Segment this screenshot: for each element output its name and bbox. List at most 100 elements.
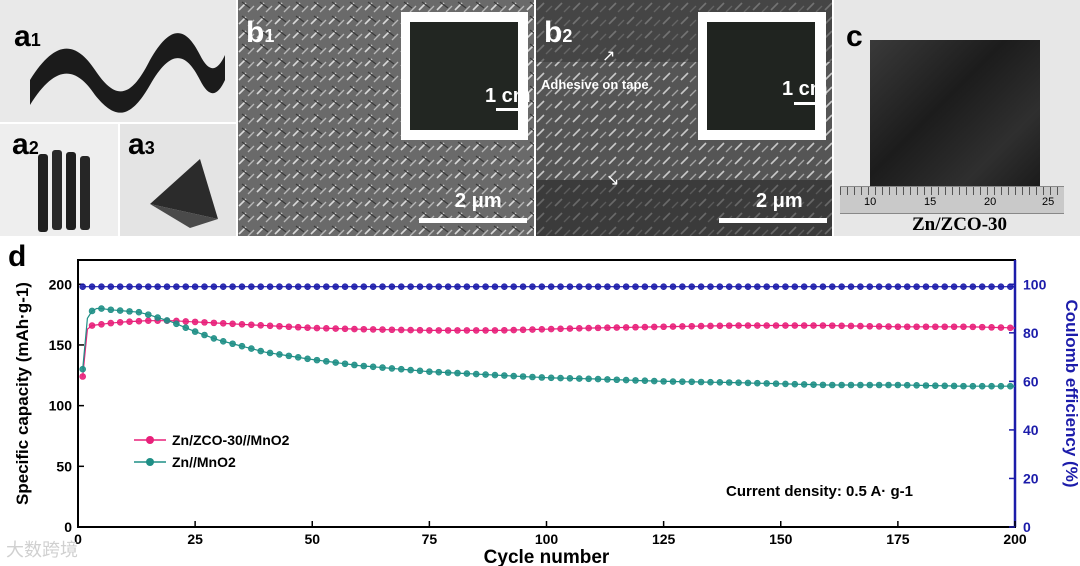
data-point — [426, 327, 433, 334]
data-point — [210, 335, 218, 342]
data-point — [98, 321, 105, 328]
data-point — [613, 283, 621, 291]
data-point — [594, 283, 602, 291]
data-point — [463, 327, 471, 334]
data-point — [641, 323, 649, 331]
data-point — [716, 379, 724, 386]
data-point — [257, 283, 265, 291]
data-point — [660, 378, 667, 385]
data-point — [369, 283, 377, 291]
data-point — [679, 323, 686, 330]
y-axis-title: Specific capacity (mAh·g-1) — [13, 282, 32, 505]
data-point — [98, 305, 105, 312]
data-point — [622, 376, 630, 384]
data-point — [922, 283, 930, 291]
data-point — [810, 322, 817, 329]
adhesive-annotation: Adhesive on tape — [541, 77, 649, 92]
data-point — [529, 326, 536, 333]
data-point — [472, 283, 480, 291]
data-point — [126, 283, 133, 291]
data-point — [407, 283, 414, 291]
x-tick-label: 25 — [187, 531, 203, 547]
annotation-arrow-top: ↗ — [602, 48, 616, 65]
data-point — [210, 283, 218, 291]
data-point — [163, 317, 171, 324]
data-point — [360, 362, 368, 370]
data-point — [969, 323, 977, 331]
data-point — [800, 381, 808, 388]
data-point — [463, 283, 471, 291]
data-point — [144, 317, 152, 324]
legend-marker — [146, 458, 154, 466]
data-point — [604, 324, 611, 332]
legend-marker — [146, 436, 154, 444]
data-point — [932, 382, 939, 389]
data-point — [144, 283, 152, 291]
data-point — [669, 283, 677, 291]
data-point — [866, 322, 874, 330]
panel-label-d: d — [8, 240, 26, 273]
data-point — [444, 327, 452, 334]
data-point — [903, 283, 911, 291]
data-point — [800, 322, 808, 329]
data-point — [791, 322, 799, 329]
data-point — [135, 283, 143, 291]
data-point — [285, 352, 293, 360]
data-point — [960, 382, 967, 390]
panel-label-c: c — [846, 20, 863, 53]
data-point — [154, 314, 161, 321]
data-point — [857, 283, 864, 291]
data-point — [566, 375, 574, 382]
data-point — [116, 283, 124, 291]
data-point — [341, 360, 349, 368]
data-point — [828, 381, 836, 389]
data-point — [538, 283, 546, 291]
data-point — [613, 376, 621, 384]
data-point — [622, 283, 630, 291]
data-point — [978, 283, 986, 291]
data-point — [894, 283, 902, 291]
data-point — [997, 382, 1005, 390]
data-point — [379, 326, 386, 333]
data-point — [416, 326, 424, 334]
sample-caption: Zn/ZCO-30 — [912, 214, 1008, 235]
data-point — [229, 283, 236, 291]
data-point — [491, 327, 499, 334]
data-point — [913, 283, 920, 291]
data-point — [238, 321, 246, 328]
data-point — [191, 328, 199, 335]
data-point — [997, 283, 1005, 291]
data-point — [369, 326, 377, 333]
data-point — [219, 283, 227, 291]
data-point — [116, 307, 124, 314]
data-point — [191, 283, 199, 291]
annotation-arrow-bottom: ↘ — [606, 172, 620, 189]
data-point — [1007, 283, 1014, 291]
y2-tick-label: 80 — [1023, 325, 1039, 341]
data-point — [201, 283, 208, 291]
data-point — [828, 322, 836, 329]
data-point — [472, 327, 480, 334]
data-point — [575, 375, 583, 382]
panel-b1: b1 1 cm 2 μm — [238, 0, 534, 236]
data-point — [154, 283, 161, 291]
data-point — [266, 349, 274, 357]
data-point — [201, 319, 208, 326]
data-point — [519, 283, 527, 291]
data-point — [1007, 324, 1014, 332]
sem-scale-bar-b1 — [419, 218, 527, 223]
data-point — [594, 324, 602, 332]
x-tick-label: 100 — [535, 531, 559, 547]
data-point — [538, 325, 546, 333]
x-tick-label: 0 — [74, 531, 82, 547]
data-point — [885, 381, 892, 389]
data-point — [201, 331, 208, 339]
y-tick-label: 0 — [64, 519, 72, 535]
data-point — [79, 365, 86, 373]
data-point — [191, 318, 199, 326]
data-point — [697, 378, 705, 386]
data-point — [810, 283, 817, 291]
ruler-tick-25: 25 — [1042, 196, 1055, 208]
data-point — [707, 283, 714, 291]
data-point — [454, 327, 461, 334]
